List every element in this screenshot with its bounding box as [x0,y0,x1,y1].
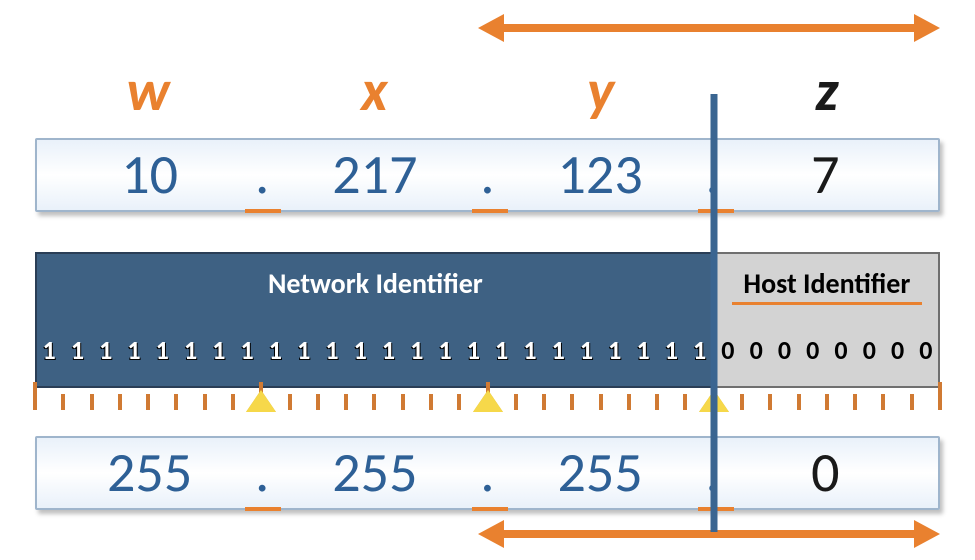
dot-underline-icon [472,209,508,213]
identifier-block: Network Identifier Host Identifier 11111… [35,252,940,388]
ip-address-bar: 10 . 217 . 123 . 7 [35,138,940,212]
arrow-head-right-icon [914,520,940,548]
dot-icon: . [251,141,273,209]
dot-underline-icon [245,507,281,511]
octet-header-w: w [35,55,261,126]
ruler-tick [316,394,320,410]
arrow-head-left-icon [478,520,504,548]
subnet-mask-bar: 255 . 255 . 255 . 0 [35,436,940,510]
ruler-tick [90,394,94,410]
octet-header-y: y [488,55,714,126]
ruler-tick [768,394,772,410]
dot-icon: . [477,141,499,209]
arrow-head-left-icon [478,14,504,42]
ruler-tick [174,394,178,410]
ruler-tick [542,394,546,410]
ruler-tick [683,394,687,410]
dot-icon: . [477,439,499,507]
octet-header-x: x [261,55,487,126]
ruler-tick [910,394,914,410]
mask-octet-3: 255 [488,439,713,507]
ruler-tick [231,394,235,410]
network-identifier-label: Network Identifier [37,266,714,301]
ruler-tick [146,394,150,410]
octet-boundary-marker-icon [246,390,276,412]
ip-octet-3: 123 [488,141,713,209]
arrow-shaft [500,24,918,32]
underline-icon [732,302,922,305]
host-identifier-label: Host Identifier [716,266,938,301]
arrow-head-right-icon [914,14,940,42]
ruler-tick [825,394,829,410]
ruler-tick [429,394,433,410]
ruler-tick [33,382,37,410]
ip-octet-1: 10 [37,141,262,209]
ruler-tick [401,394,405,410]
ruler-tick [797,394,801,410]
ruler-tick [118,394,122,410]
octet-boundary-marker-icon [473,390,503,412]
ruler-tick [655,394,659,410]
ruler-tick [938,382,942,410]
dot-underline-icon [472,507,508,511]
dot-icon: . [251,439,273,507]
ruler-tick [740,394,744,410]
ruler-tick [627,394,631,410]
ip-octet-2: 217 [262,141,487,209]
network-identifier-region: Network Identifier [35,252,714,388]
ruler-tick [61,394,65,410]
host-identifier-region: Host Identifier [714,252,940,388]
ruler-tick [570,394,574,410]
arrow-shaft [500,530,918,538]
octet-headers: w x y z [35,55,940,126]
ruler-tick [853,394,857,410]
ruler-tick [457,394,461,410]
ruler-tick [203,394,207,410]
diagram-stage: w x y z 10 . 217 . 123 . 7 Network Ident… [35,0,940,560]
dot-underline-icon [245,209,281,213]
mask-octet-2: 255 [262,439,487,507]
mask-octet-1: 255 [37,439,262,507]
ruler-tick [288,394,292,410]
ruler-tick [344,394,348,410]
ruler-tick [372,394,376,410]
octet-header-z: z [714,55,940,126]
ip-octet-4: 7 [713,141,938,209]
network-host-boundary-line [710,94,717,532]
ruler-tick [599,394,603,410]
mask-octet-4: 0 [713,439,938,507]
ruler-tick [514,394,518,410]
ruler-tick [881,394,885,410]
